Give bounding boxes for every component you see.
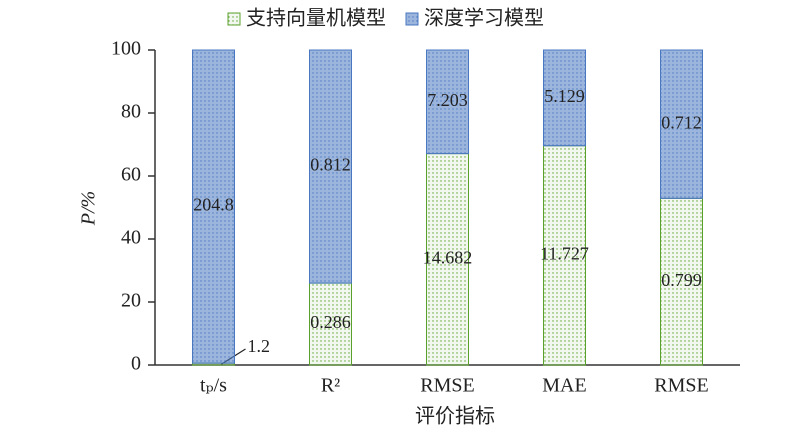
y-tick-label: 20 — [121, 290, 141, 312]
x-axis-label: 评价指标 — [415, 405, 495, 428]
y-tick-label: 100 — [111, 38, 141, 60]
bar-segment — [192, 49, 235, 364]
bar-segment — [426, 153, 469, 366]
bar-segment — [309, 282, 352, 366]
y-tick-label: 40 — [121, 227, 141, 249]
bar-segment — [660, 49, 703, 199]
y-axis-label: P/% — [78, 191, 100, 226]
legend-label: 支持向量机模型 — [246, 7, 386, 30]
bar-segment — [543, 145, 586, 366]
legend-swatch — [227, 12, 241, 26]
data-label: 0.812 — [310, 155, 351, 175]
data-label: 0.712 — [661, 112, 702, 132]
y-tick-label: 80 — [121, 101, 141, 123]
data-label: 1.2 — [248, 336, 271, 356]
legend-label: 深度学习模型 — [424, 7, 544, 30]
x-tick-label: RMSE — [420, 375, 474, 397]
data-label: 204.8 — [193, 195, 234, 215]
data-label: 5.129 — [544, 86, 585, 106]
x-tick-label: RMSE — [654, 375, 708, 397]
data-label: 0.799 — [661, 270, 702, 290]
bar-segment — [426, 49, 469, 155]
bar-segment — [543, 49, 586, 147]
x-tick-label: MAE — [542, 375, 586, 397]
x-tick-label: tₚ/s — [200, 375, 227, 397]
data-label: 14.682 — [423, 247, 473, 267]
data-label: 11.727 — [540, 244, 589, 264]
data-label: 7.203 — [427, 90, 468, 110]
x-tick-label: R² — [321, 375, 340, 397]
legend-swatch — [405, 12, 419, 26]
data-label: 0.286 — [310, 312, 351, 332]
y-tick-label: 0 — [131, 353, 141, 375]
y-tick-label: 60 — [121, 164, 141, 186]
bar-segment — [309, 49, 352, 284]
